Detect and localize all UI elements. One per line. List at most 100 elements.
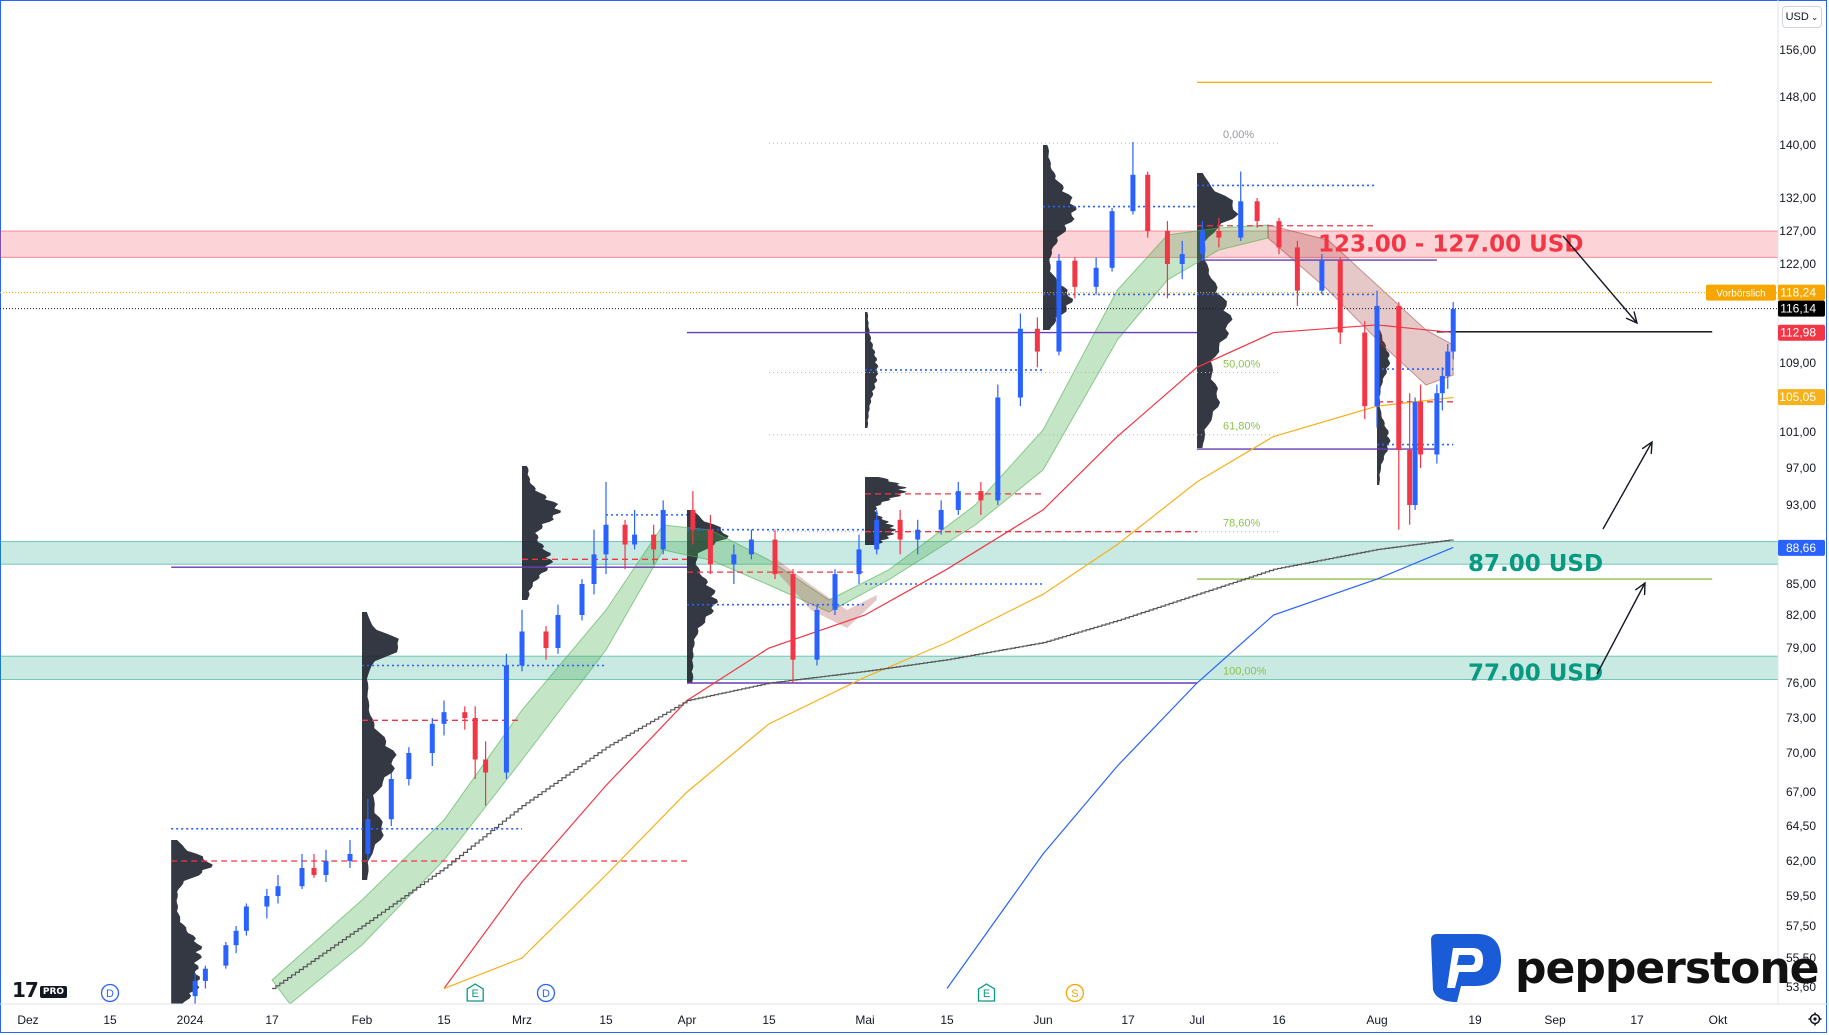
premarket-tag-bg <box>1706 284 1776 301</box>
candle-17 <box>472 706 478 779</box>
x-tick-label: Mrz <box>512 1013 532 1027</box>
candle-56 <box>1199 221 1205 261</box>
zone-band-0 <box>0 230 1778 258</box>
x-tick-label: Feb <box>352 1013 373 1027</box>
x-tick-label: 15 <box>437 1013 451 1027</box>
y-tick-label: 73,00 <box>1786 711 1816 725</box>
candle-body <box>1276 221 1282 248</box>
candle-body <box>1034 328 1040 352</box>
plot-area[interactable]: 0,00% 50,00% 61,80% 78,60% 100,00% 123.00 - … <box>0 81 1778 1011</box>
candle-14 <box>429 718 435 766</box>
candle-10 <box>347 840 353 868</box>
y-tick-label: 132,00 <box>1779 191 1816 205</box>
candle-33 <box>748 529 754 560</box>
tradingview-logo[interactable]: 17 PRO <box>12 978 68 1002</box>
candle-body <box>388 779 394 820</box>
fib-label-4: 100,00% <box>1223 666 1267 678</box>
candle-body <box>897 519 903 540</box>
candle-57 <box>1216 217 1222 248</box>
time-axis[interactable]: Dez 15 2024 17 Feb 15 Mrz 15 Apr 15 Mai 15 Jun 17 Jul 1… <box>17 1013 1728 1027</box>
y-tick-label: 79,00 <box>1786 641 1816 655</box>
candle-48 <box>1056 254 1062 356</box>
candle-39 <box>874 509 880 555</box>
candle-6 <box>275 875 281 904</box>
event-marker-2: D <box>536 983 556 1003</box>
price-tag-1: 116,14 <box>1778 300 1825 317</box>
candle-body <box>323 861 329 875</box>
candle-body <box>503 665 509 773</box>
candle-16 <box>462 706 468 730</box>
candle-60 <box>1276 217 1282 255</box>
candle-body <box>1439 375 1445 394</box>
zone-label-2: 77.00 USD <box>1468 661 1603 687</box>
candle-body <box>1216 231 1222 238</box>
price-tag-value: 118,24 <box>1780 286 1816 300</box>
candle-11 <box>365 798 371 861</box>
price-tags: 118,24 Vorbörslich 116,14 112,98 105,05 88,66 <box>1706 284 1825 556</box>
candle-body <box>955 491 961 510</box>
candle-body <box>233 930 239 946</box>
candle-45 <box>995 384 1001 505</box>
candle-28 <box>651 524 657 565</box>
price-tag-bg <box>1778 389 1825 406</box>
gear-icon[interactable] <box>1808 1012 1822 1026</box>
candle-body <box>365 819 371 854</box>
candle-body <box>1130 174 1136 212</box>
event-marker-0: D <box>100 983 120 1003</box>
candle-body <box>814 609 820 660</box>
x-tick-label: Dez <box>17 1013 38 1027</box>
candle-body <box>690 509 696 530</box>
candle-body <box>472 718 478 760</box>
candle-54 <box>1164 221 1170 299</box>
event-label: E <box>472 988 479 1000</box>
candle-body <box>1017 328 1023 398</box>
price-tag-value: 88,66 <box>1786 541 1816 555</box>
candle-65 <box>1374 290 1380 428</box>
candle-body <box>311 868 317 875</box>
candle-body <box>622 524 628 545</box>
y-tick-label: 97,00 <box>1786 461 1816 475</box>
candle-19 <box>503 653 509 779</box>
candle-body <box>1254 201 1260 222</box>
candle-2 <box>223 942 229 969</box>
candle-15 <box>441 700 447 736</box>
volume-profile-7 <box>1197 173 1239 448</box>
x-tick-label: Aug <box>1366 1013 1387 1027</box>
candle-27 <box>632 509 638 550</box>
candle-7 <box>299 854 305 889</box>
currency-selector[interactable]: USD ⌄ <box>1782 6 1822 28</box>
arrow-shaft <box>1602 441 1653 530</box>
candle-body <box>832 574 838 610</box>
event-marker-3: E <box>977 983 996 1002</box>
x-tick-label: 15 <box>940 1013 954 1027</box>
candle-body <box>1319 260 1325 291</box>
candle-22 <box>555 604 561 654</box>
candle-55 <box>1179 240 1185 280</box>
x-tick-label: 19 <box>1468 1013 1482 1027</box>
candle-body <box>772 539 778 575</box>
x-tick-label: Okt <box>1709 1013 1728 1027</box>
cloud-ribbon-green <box>271 224 1269 1004</box>
y-tick-label: 122,00 <box>1779 257 1816 271</box>
volume-profile-1 <box>362 612 399 880</box>
candle-24 <box>591 529 597 595</box>
tv-logo-mark: 17 <box>12 978 39 1002</box>
price-tag-3: 105,05 <box>1778 389 1825 406</box>
price-axis[interactable]: 156,00 148,00 140,00 132,00 127,00 122,00 109,… <box>1779 43 1816 994</box>
candle-71 <box>1439 367 1445 411</box>
candle-body <box>192 980 198 997</box>
candle-body <box>441 712 447 724</box>
event-label: S <box>1071 988 1078 1000</box>
candle-body <box>264 896 270 907</box>
candle-1 <box>202 965 208 989</box>
candle-32 <box>731 544 737 584</box>
candle-9 <box>323 849 329 882</box>
x-tick-label: 16 <box>1272 1013 1286 1027</box>
y-tick-label: 57,50 <box>1786 919 1816 933</box>
candle-3 <box>233 926 239 954</box>
candle-72 <box>1445 343 1451 389</box>
y-tick-label: 85,00 <box>1786 577 1816 591</box>
moving-average-1 <box>443 396 1454 990</box>
tv-pro-badge: PRO <box>39 985 68 998</box>
